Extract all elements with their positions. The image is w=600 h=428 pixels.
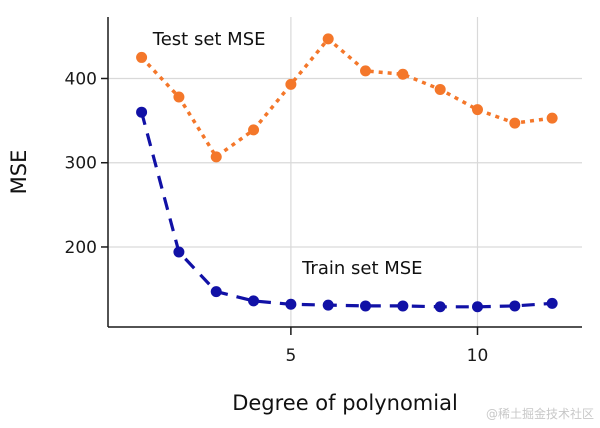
train-set-mse-point bbox=[173, 246, 185, 258]
x-axis-label: Degree of polynomial bbox=[232, 391, 458, 415]
test-set-mse-point bbox=[210, 151, 222, 163]
test-set-mse-point bbox=[322, 33, 334, 45]
train-set-mse-point bbox=[546, 297, 558, 309]
train-set-mse-point bbox=[434, 301, 446, 313]
test-set-mse-point bbox=[285, 78, 297, 90]
y-tick-label: 200 bbox=[65, 238, 97, 258]
y-tick-label: 400 bbox=[65, 69, 97, 89]
train-set-mse-point bbox=[360, 300, 372, 312]
train-set-mse-point bbox=[136, 106, 148, 118]
watermark: @稀土掘金技术社区 bbox=[485, 407, 594, 421]
annotations: Test set MSE Train set MSE bbox=[152, 29, 423, 279]
train-set-mse-point bbox=[248, 295, 260, 307]
test-set-mse-point bbox=[173, 91, 185, 103]
train-set-mse-point bbox=[322, 299, 334, 311]
test-set-mse-line bbox=[140, 37, 553, 159]
axes bbox=[107, 17, 582, 328]
test-set-mse-point bbox=[248, 124, 260, 136]
test-set-mse-point bbox=[136, 51, 148, 63]
annotation-label: Train set MSE bbox=[301, 258, 422, 279]
y-tick-label: 300 bbox=[65, 154, 97, 174]
train-set-mse-point bbox=[509, 300, 521, 312]
train-set-mse-series bbox=[136, 106, 558, 313]
x-tick-label: 10 bbox=[467, 346, 489, 366]
y-axis-label: MSE bbox=[7, 150, 31, 195]
test-set-mse-point bbox=[509, 117, 521, 129]
train-set-mse-point bbox=[285, 298, 297, 310]
train-set-mse-point bbox=[210, 286, 222, 298]
test-set-mse-point bbox=[397, 68, 409, 80]
annotation-label: Test set MSE bbox=[152, 29, 266, 50]
train-set-mse-line bbox=[140, 111, 553, 309]
test-set-mse-point bbox=[360, 65, 372, 77]
ticks: 200 300 400 5 10 bbox=[65, 69, 489, 366]
train-set-mse-point bbox=[397, 300, 409, 312]
grid-lines bbox=[108, 17, 582, 327]
test-set-mse-series bbox=[136, 33, 558, 163]
train-set-mse-point bbox=[471, 301, 483, 313]
test-set-mse-point bbox=[546, 112, 558, 124]
series-layer bbox=[136, 33, 558, 313]
test-set-mse-point bbox=[434, 83, 446, 95]
test-set-mse-point bbox=[471, 104, 483, 116]
x-tick-label: 5 bbox=[285, 346, 296, 366]
